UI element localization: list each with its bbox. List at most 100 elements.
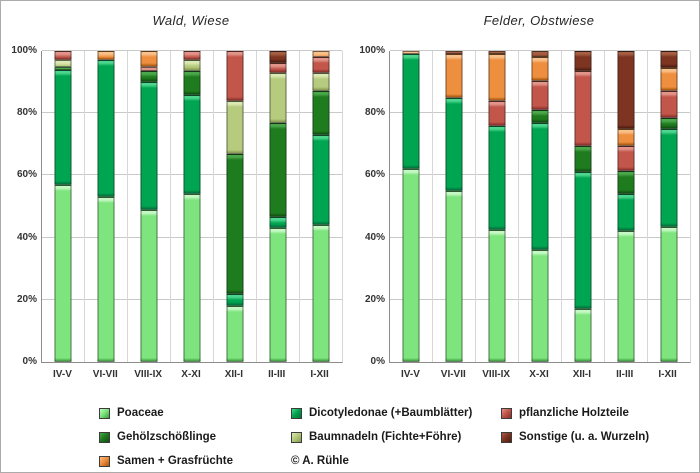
bar-segment-dicotyledonae	[269, 217, 287, 229]
bar-segment-gehoelzschoesslinge	[54, 66, 72, 70]
bar-segment-poaceae	[140, 209, 158, 362]
bar-segment-gehoelzschoesslinge	[140, 71, 158, 83]
stacked-bar-VI-VII	[97, 51, 115, 362]
bar-segment-poaceae	[660, 226, 678, 362]
category-slot	[257, 51, 300, 362]
bar-segment-poaceae	[97, 197, 115, 362]
bars-area	[390, 51, 690, 362]
bar-segment-samen	[140, 51, 158, 67]
stacked-bar-X-XI	[183, 51, 201, 362]
bar-segment-gehoelzschoesslinge	[531, 110, 549, 123]
x-axis-label: VI-VII	[440, 369, 466, 380]
bar-segment-dicotyledonae	[660, 128, 678, 227]
y-axis-label: 20%	[16, 293, 37, 305]
stacked-bar-X-XI	[531, 51, 549, 362]
gridline	[42, 50, 342, 51]
category-slot	[562, 51, 605, 362]
bar-segment-holzteile	[312, 57, 330, 73]
x-axis-label: I-XII	[310, 369, 329, 380]
x-axis-left: IV-V VI-VII VIII-IX X-XI XII-I II-III I-XII	[41, 363, 341, 380]
bar-segment-holzteile	[183, 51, 201, 61]
legend-column: pflanzliche Holzteile Sonstige (u. a. Wur…	[501, 401, 649, 449]
stacked-bar-IV-V	[54, 51, 72, 362]
bar-segment-sonstige	[445, 51, 463, 55]
legend-item-label: Samen + Grasfrüchte	[117, 455, 234, 467]
x-axis-label: X-XI	[181, 369, 201, 380]
plot-area-right: 0% 20% 40% 60% 80% 100%	[359, 46, 691, 367]
bar-segment-dicotyledonae	[226, 293, 244, 307]
y-axis-label: 0%	[370, 356, 385, 367]
category-slot	[476, 51, 519, 362]
legend-item-label: Sonstige (u. a. Wurzeln)	[519, 431, 650, 443]
baumnadeln-swatch	[291, 431, 302, 443]
poaceae-swatch	[99, 407, 110, 419]
plot-area-left: 0% 20% 40% 60% 80% 100%	[11, 46, 343, 367]
bar-segment-dicotyledonae	[54, 69, 72, 185]
bar-segment-gehoelzschoesslinge	[226, 153, 244, 294]
bar-segment-poaceae	[312, 225, 330, 362]
chart-legend: Poaceae Gehölzschößlinge Samen + Grasfrüch…	[1, 401, 699, 472]
stacked-bar-VI-VII	[445, 51, 463, 362]
bar-segment-sonstige	[574, 51, 592, 72]
legend-item: © A. Rühle	[291, 449, 472, 472]
bar-segment-sonstige	[617, 51, 635, 129]
bar-segment-dicotyledonae	[183, 94, 201, 195]
bar-segment-sonstige	[660, 51, 678, 69]
bar-segment-holzteile	[54, 51, 72, 61]
gridline	[390, 50, 690, 51]
legend-item-label: Gehölzschößlinge	[117, 431, 217, 443]
bar-segment-sonstige	[269, 51, 287, 64]
samen-swatch	[99, 455, 110, 467]
bar-segment-samen	[660, 68, 678, 92]
stacked-bar-II-III	[617, 51, 635, 362]
y-axis-label: 40%	[364, 231, 385, 243]
bar-segment-poaceae	[617, 231, 635, 362]
category-slot	[214, 51, 257, 362]
y-axis-label: 100%	[359, 45, 385, 56]
bar-segment-gehoelzschoesslinge	[183, 71, 201, 95]
category-slot	[433, 51, 476, 362]
stacked-bar-I-XII	[660, 51, 678, 362]
bar-segment-poaceae	[445, 190, 463, 362]
bar-segment-holzteile	[660, 91, 678, 118]
chart-title-left: Wald, Wiese	[152, 13, 230, 28]
gehoelzschoesslinge-swatch	[99, 431, 110, 443]
legend-item-label: Dicotyledonae (+Baumblätter)	[309, 407, 473, 419]
bar-segment-dicotyledonae	[574, 172, 592, 310]
bar-segment-gehoelzschoesslinge	[269, 122, 287, 218]
chart-panel-felder-obstwiese: Felder, Obstwiese 0% 20% 40% 60% 80% 100% IV-…	[353, 7, 695, 401]
legend-item-label: Poaceae	[117, 407, 164, 419]
bar-segment-holzteile	[226, 51, 244, 101]
x-axis-label: IV-V	[52, 369, 72, 380]
bar-segment-baumnadeln	[183, 60, 201, 72]
bar-segment-poaceae	[226, 306, 244, 362]
y-axis-label: 40%	[16, 231, 37, 243]
stacked-bar-I-XII	[312, 51, 330, 362]
stacked-bar-VIII-IX	[140, 51, 158, 362]
bar-segment-samen	[617, 128, 635, 146]
bar-segment-samen	[97, 51, 115, 61]
bar-segment-gehoelzschoesslinge	[312, 91, 330, 135]
legend-item: Gehölzschößlinge	[99, 425, 233, 449]
bar-segment-baumnadeln	[54, 60, 72, 67]
bar-segment-poaceae	[54, 184, 72, 362]
bar-segment-holzteile	[269, 63, 287, 73]
chart-panel-wald-wiese: Wald, Wiese 0% 20% 40% 60% 80% 100% IV-V VI-VI…	[5, 7, 347, 401]
y-axis-label: 0%	[22, 356, 37, 367]
bar-segment-dicotyledonae	[617, 194, 635, 232]
legend-item: Samen + Grasfrüchte	[99, 449, 234, 472]
bar-segment-gehoelzschoesslinge	[574, 145, 592, 173]
x-axis-label: X-XI	[529, 369, 549, 380]
category-slot	[390, 51, 433, 362]
bar-segment-gehoelzschoesslinge	[617, 170, 635, 195]
y-axis-label: 20%	[364, 293, 385, 305]
bar-segment-dicotyledonae	[488, 125, 506, 230]
bar-segment-baumnadeln	[226, 100, 244, 154]
holzteile-swatch	[501, 407, 512, 419]
y-axis-label: 100%	[11, 45, 37, 56]
category-slot	[128, 51, 171, 362]
bar-segment-gehoelzschoesslinge	[660, 117, 678, 129]
stacked-bar-VIII-IX	[488, 51, 506, 362]
bar-segment-baumnadeln	[269, 72, 287, 123]
bar-segment-holzteile	[488, 100, 506, 126]
